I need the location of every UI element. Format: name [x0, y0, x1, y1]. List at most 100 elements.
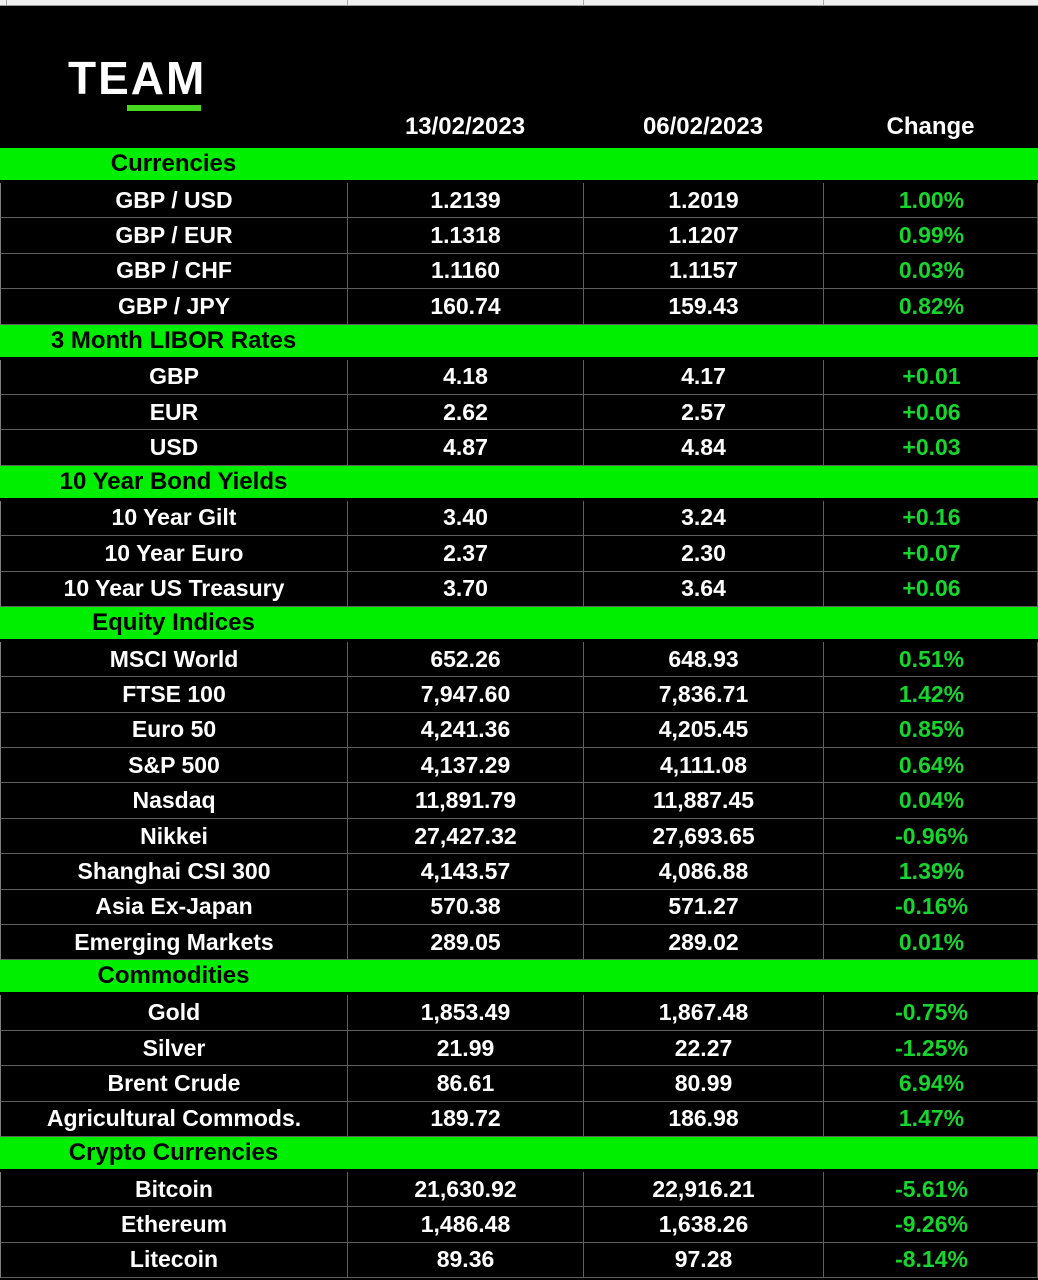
- value-current: 1.1160: [348, 253, 584, 289]
- value-change: +0.03: [902, 434, 961, 461]
- value-change: 1.42%: [898, 680, 965, 707]
- section-title: 3 Month LIBOR Rates: [50, 326, 297, 354]
- logo-underline: [127, 105, 201, 111]
- value-change: +0.07: [902, 539, 961, 566]
- section-header-currencies: Currencies: [0, 148, 1038, 183]
- value-current: 160.74: [348, 289, 584, 324]
- row-label: 10 Year US Treasury: [1, 571, 348, 606]
- value-previous: 4.17: [584, 359, 824, 394]
- value-current: 570.38: [348, 889, 584, 925]
- value-change: 1.39%: [898, 857, 965, 884]
- section-header-commodities: Commodities: [0, 960, 1038, 996]
- table-row: 10 Year Euro 2.37 2.30 +0.07: [0, 536, 1038, 572]
- value-current: 2.37: [348, 536, 584, 571]
- table-row: GBP / JPY 160.74 159.43 0.82%: [0, 289, 1038, 325]
- row-label: EUR: [1, 394, 348, 430]
- logo-text: TEAM: [68, 52, 207, 104]
- value-change: 0.85%: [898, 716, 965, 743]
- section-header-libor: 3 Month LIBOR Rates: [0, 324, 1038, 360]
- table-row: Euro 50 4,241.36 4,205.45 0.85%: [0, 712, 1038, 749]
- value-current: 4.87: [348, 430, 584, 465]
- table-row: USD 4.87 4.84 +0.03: [0, 430, 1038, 466]
- value-previous: 22,916.21: [584, 1171, 824, 1207]
- table-row: Litecoin 89.36 97.28 -8.14%: [0, 1242, 1038, 1279]
- row-label: Litecoin: [1, 1242, 348, 1278]
- value-change: -0.96%: [895, 822, 968, 849]
- table-row: Asia Ex-Japan 570.38 571.27 -0.16%: [0, 889, 1038, 926]
- gridline-tick: [347, 0, 348, 5]
- value-current: 189.72: [348, 1101, 584, 1136]
- value-change: +0.06: [902, 575, 961, 602]
- value-current: 21,630.92: [348, 1171, 584, 1207]
- section-title: Equity Indices: [92, 608, 255, 636]
- value-previous: 80.99: [584, 1066, 824, 1101]
- value-change: 0.03%: [898, 257, 965, 284]
- value-previous: 648.93: [584, 641, 824, 677]
- value-current: 652.26: [348, 641, 584, 677]
- row-label: Agricultural Commods.: [1, 1101, 348, 1136]
- value-current: 21.99: [348, 1030, 584, 1066]
- value-previous: 97.28: [584, 1242, 824, 1278]
- value-previous: 159.43: [584, 289, 824, 324]
- value-current: 1.1318: [348, 218, 584, 253]
- change-column-header: Change: [886, 113, 975, 140]
- section-header-crypto: Crypto Currencies: [0, 1136, 1038, 1172]
- table-row: GBP 4.18 4.17 +0.01: [0, 359, 1038, 395]
- date-column-1: 13/02/2023: [404, 113, 526, 140]
- row-label: USD: [1, 430, 348, 465]
- row-label: Asia Ex-Japan: [1, 889, 348, 925]
- value-change: -0.16%: [895, 893, 968, 920]
- row-label: Shanghai CSI 300: [1, 854, 348, 889]
- value-change: 6.94%: [898, 1069, 965, 1096]
- row-label: Euro 50: [1, 712, 348, 748]
- value-current: 86.61: [348, 1066, 584, 1101]
- row-label: GBP / USD: [1, 183, 348, 218]
- row-label: Gold: [1, 995, 348, 1030]
- spreadsheet-edge-strip: [0, 0, 1038, 6]
- value-previous: 4.84: [584, 430, 824, 465]
- row-label: Emerging Markets: [1, 925, 348, 960]
- table-row: Nikkei 27,427.32 27,693.65 -0.96%: [0, 818, 1038, 855]
- value-change: 1.00%: [898, 186, 965, 213]
- row-label: Bitcoin: [1, 1171, 348, 1207]
- team-logo: TEAM: [68, 55, 228, 119]
- value-previous: 1,867.48: [584, 995, 824, 1030]
- value-previous: 3.24: [584, 500, 824, 536]
- table-row: GBP / CHF 1.1160 1.1157 0.03%: [0, 253, 1038, 290]
- table-row: Bitcoin 21,630.92 22,916.21 -5.61%: [0, 1171, 1038, 1208]
- value-change: 0.04%: [898, 787, 965, 814]
- value-current: 11,891.79: [348, 783, 584, 818]
- value-current: 7,947.60: [348, 677, 584, 712]
- value-change: -5.61%: [895, 1175, 968, 1202]
- value-previous: 1.1157: [584, 253, 824, 289]
- logo-a-crossbar-notch: [141, 86, 154, 96]
- value-current: 4,137.29: [348, 748, 584, 783]
- gridline-tick: [6, 0, 7, 5]
- table-row: GBP / EUR 1.1318 1.1207 0.99%: [0, 218, 1038, 254]
- value-change: +0.06: [902, 398, 961, 425]
- value-current: 289.05: [348, 925, 584, 960]
- value-change: +0.16: [902, 504, 961, 531]
- value-previous: 2.30: [584, 536, 824, 571]
- table-row: Nasdaq 11,891.79 11,887.45 0.04%: [0, 783, 1038, 819]
- value-change: 0.64%: [898, 751, 965, 778]
- empty-header-cell: [0, 108, 347, 146]
- value-current: 27,427.32: [348, 818, 584, 854]
- date-header-row: 13/02/2023 06/02/2023 Change: [0, 108, 1038, 146]
- table-row: FTSE 100 7,947.60 7,836.71 1.42%: [0, 677, 1038, 713]
- table-row: EUR 2.62 2.57 +0.06: [0, 394, 1038, 431]
- value-previous: 1.1207: [584, 218, 824, 253]
- row-label: GBP / CHF: [1, 253, 348, 289]
- table-row: S&P 500 4,137.29 4,111.08 0.64%: [0, 748, 1038, 784]
- value-current: 1,486.48: [348, 1207, 584, 1242]
- value-previous: 3.64: [584, 571, 824, 606]
- value-current: 1,853.49: [348, 995, 584, 1030]
- value-change: 0.82%: [898, 292, 965, 319]
- value-previous: 4,086.88: [584, 854, 824, 889]
- value-current: 3.40: [348, 500, 584, 536]
- section-header-equity-indices: Equity Indices: [0, 606, 1038, 642]
- table-row: 10 Year US Treasury 3.70 3.64 +0.06: [0, 571, 1038, 607]
- value-previous: 27,693.65: [584, 818, 824, 854]
- section-title: Currencies: [110, 150, 237, 177]
